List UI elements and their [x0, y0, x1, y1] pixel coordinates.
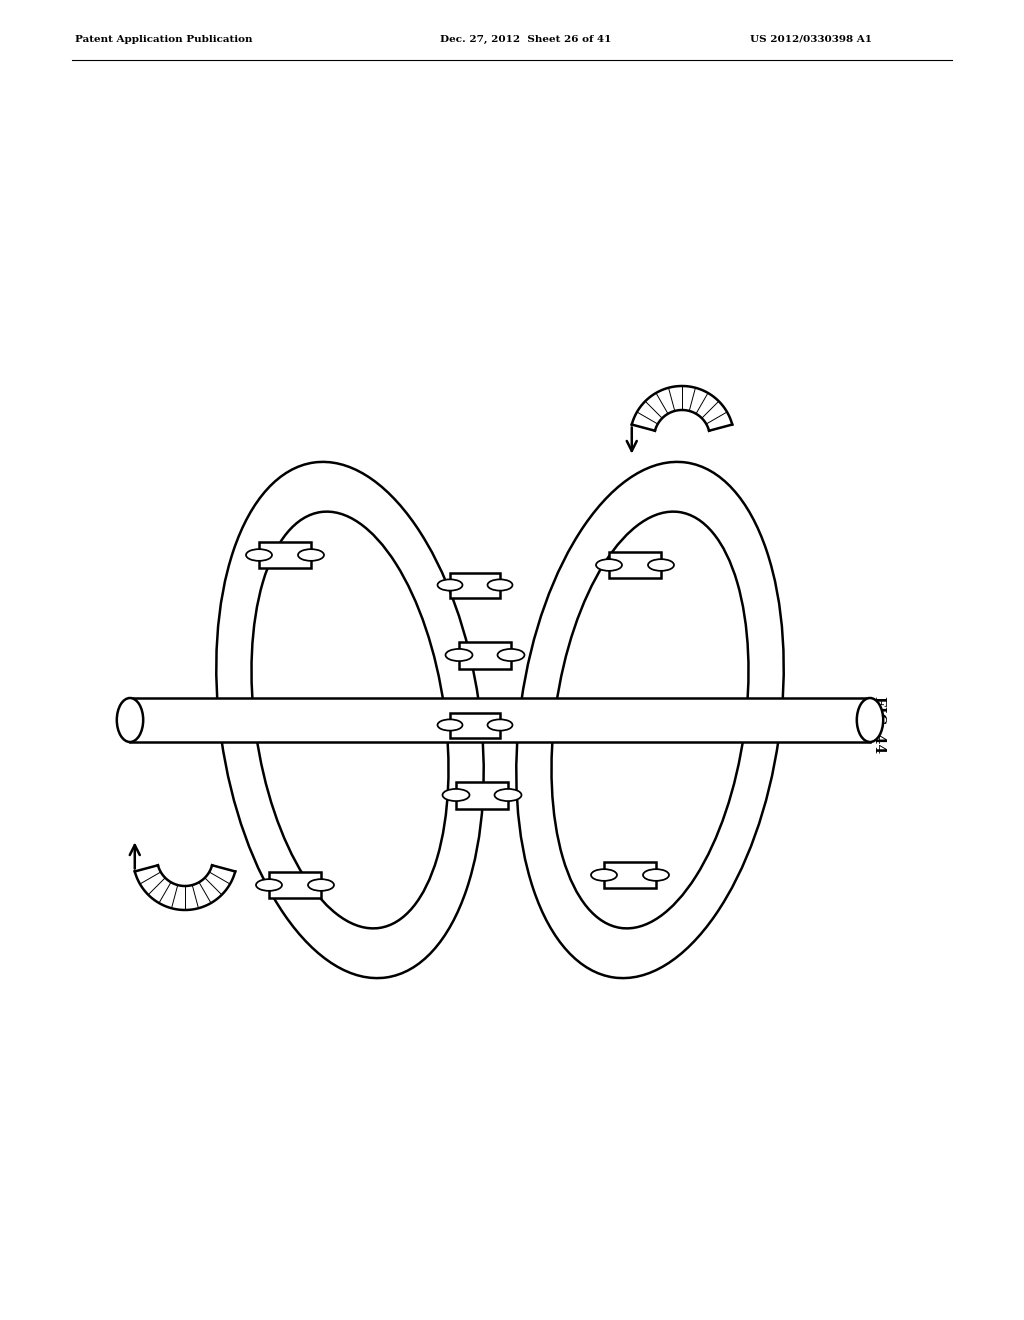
- Ellipse shape: [246, 549, 272, 561]
- Ellipse shape: [495, 789, 521, 801]
- Ellipse shape: [643, 869, 669, 880]
- Ellipse shape: [516, 462, 783, 978]
- Ellipse shape: [487, 579, 512, 590]
- Ellipse shape: [591, 869, 617, 880]
- Ellipse shape: [437, 719, 463, 731]
- Polygon shape: [632, 385, 732, 430]
- Ellipse shape: [437, 579, 463, 590]
- Ellipse shape: [445, 649, 472, 661]
- Polygon shape: [269, 873, 321, 898]
- Polygon shape: [604, 862, 656, 888]
- Ellipse shape: [252, 512, 449, 928]
- Ellipse shape: [117, 698, 143, 742]
- Ellipse shape: [552, 512, 749, 928]
- Ellipse shape: [442, 789, 469, 801]
- Ellipse shape: [648, 560, 674, 570]
- Ellipse shape: [487, 719, 512, 731]
- Polygon shape: [130, 698, 870, 742]
- Polygon shape: [135, 865, 236, 909]
- Polygon shape: [609, 552, 662, 578]
- Polygon shape: [456, 781, 508, 808]
- Ellipse shape: [298, 549, 324, 561]
- Ellipse shape: [216, 462, 483, 978]
- Ellipse shape: [596, 560, 622, 570]
- Polygon shape: [450, 573, 500, 598]
- Ellipse shape: [857, 698, 883, 742]
- Ellipse shape: [256, 879, 282, 891]
- Polygon shape: [459, 642, 511, 668]
- Text: FIG. 44: FIG. 44: [872, 697, 886, 754]
- Ellipse shape: [498, 649, 524, 661]
- Polygon shape: [259, 543, 311, 568]
- Text: Dec. 27, 2012  Sheet 26 of 41: Dec. 27, 2012 Sheet 26 of 41: [440, 36, 611, 44]
- Polygon shape: [450, 713, 500, 738]
- Text: Patent Application Publication: Patent Application Publication: [75, 36, 253, 44]
- Text: US 2012/0330398 A1: US 2012/0330398 A1: [750, 36, 872, 44]
- Ellipse shape: [308, 879, 334, 891]
